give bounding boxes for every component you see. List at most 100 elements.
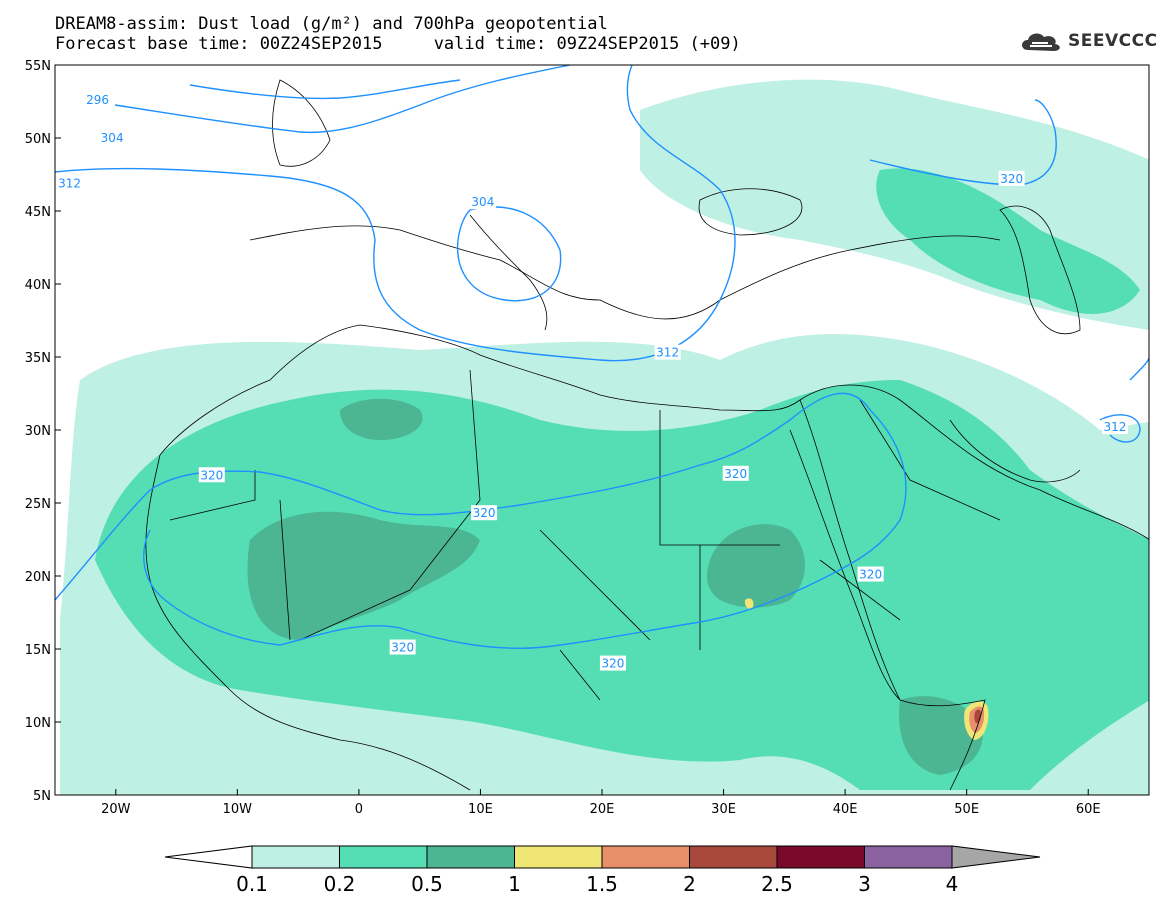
contour-label-text: 320 bbox=[601, 657, 624, 671]
contour-label: 320 bbox=[857, 566, 884, 582]
colorbar-over-arrow bbox=[951, 845, 1041, 869]
lat-tick-label: 20N bbox=[25, 570, 51, 585]
contour-label: 320 bbox=[471, 505, 498, 521]
contour-label-bg bbox=[1101, 419, 1128, 435]
coastline-italy bbox=[469, 214, 548, 331]
contour-label-bg bbox=[998, 170, 1025, 186]
contour-label-text: 296 bbox=[86, 93, 109, 107]
contour-label-bg bbox=[654, 344, 681, 360]
contour-label-bg bbox=[56, 175, 83, 191]
colorbar-label: 0.5 bbox=[411, 872, 443, 896]
colorbar-segment bbox=[514, 845, 603, 869]
colorbar-label: 4 bbox=[946, 872, 959, 896]
coastlines bbox=[145, 79, 1149, 791]
lon-tick-label: 40E bbox=[833, 802, 858, 817]
lon-tick-label: 60E bbox=[1076, 802, 1101, 817]
colorbar-label: 3 bbox=[858, 872, 871, 896]
lat-tick-label: 55N bbox=[25, 59, 51, 74]
contour-label: 320 bbox=[722, 465, 749, 481]
colorbar-label: 1 bbox=[508, 872, 521, 896]
lat-tick-label: 10N bbox=[25, 716, 51, 731]
contour-320-ne bbox=[869, 99, 1057, 186]
lon-tick-label: 20E bbox=[590, 802, 615, 817]
colorbar-segment bbox=[601, 845, 690, 869]
contour-labels: 296 304 312 304 312 320 320 320 320 320 320 320 312 bbox=[56, 92, 1128, 671]
lat-tick-label: 30N bbox=[25, 424, 51, 439]
contour-label: 312 bbox=[56, 175, 83, 191]
contour-label-bg bbox=[857, 566, 884, 582]
contour-label-bg bbox=[84, 92, 111, 108]
colorbar-under-arrow bbox=[164, 845, 253, 869]
contour-label-text: 312 bbox=[656, 346, 679, 360]
contour-label-bg bbox=[471, 505, 498, 521]
contour-label-text: 320 bbox=[1000, 172, 1023, 186]
contour-label-bg bbox=[722, 465, 749, 481]
colorbar-segment bbox=[864, 845, 953, 869]
seevccc-logo: SEEVCCC bbox=[1018, 28, 1158, 54]
coastline-arabia bbox=[799, 384, 1149, 540]
dust-area-very-high bbox=[744, 598, 754, 609]
country-borders bbox=[169, 369, 1001, 701]
colorbar-segment bbox=[251, 845, 340, 869]
map-title: DREAM8-assim: Dust load (g/m²) and 700hP… bbox=[55, 14, 608, 34]
contour-label: 312 bbox=[1101, 419, 1128, 435]
forecast-time-line: Forecast base time: 00Z24SEP2015 valid t… bbox=[55, 34, 741, 54]
colorbar: 0.1 0.2 0.5 1 1.5 2 2.5 3 4 bbox=[164, 845, 1041, 896]
coastline-britain bbox=[272, 79, 331, 167]
cloud-icon bbox=[1022, 33, 1060, 51]
contour-label-text: 320 bbox=[391, 641, 414, 655]
contour-label: 320 bbox=[198, 467, 225, 483]
contour-label-bg bbox=[389, 639, 416, 655]
dust-area-high bbox=[899, 696, 983, 775]
contour-320-main bbox=[55, 392, 907, 649]
colorbar-segment bbox=[776, 845, 865, 869]
colorbar-label: 2 bbox=[683, 872, 696, 896]
dust-area-moderate bbox=[876, 168, 1140, 314]
coastline-red-sea bbox=[789, 429, 901, 701]
contour-label: 320 bbox=[998, 170, 1025, 186]
dust-area-high bbox=[247, 511, 480, 640]
lon-tick-label: 10W bbox=[223, 802, 253, 817]
dust-area-high bbox=[340, 398, 423, 440]
contour-label-bg bbox=[198, 467, 225, 483]
contour-label-text: 304 bbox=[471, 195, 494, 209]
lon-tick-label: 30E bbox=[711, 802, 736, 817]
colorbar-label: 0.2 bbox=[324, 872, 356, 896]
coastline-west-africa bbox=[145, 454, 471, 791]
coastline-north-africa bbox=[159, 324, 801, 456]
colorbar-segment bbox=[426, 845, 515, 869]
lat-tick-label: 5N bbox=[33, 789, 51, 804]
coastline-gulf bbox=[949, 419, 1081, 483]
coastline-east-africa bbox=[799, 399, 986, 791]
contour-label-text: 312 bbox=[58, 176, 81, 190]
geopotential-contours bbox=[55, 65, 1149, 649]
coastline-black-sea bbox=[698, 188, 803, 236]
contour-label-text: 304 bbox=[101, 131, 124, 145]
lon-tick-label: 20W bbox=[101, 802, 131, 817]
colorbar-label: 2.5 bbox=[761, 872, 793, 896]
contour-label: 320 bbox=[389, 639, 416, 655]
contour-312-e bbox=[1099, 414, 1141, 443]
contour-label-bg bbox=[99, 130, 126, 145]
dust-fields bbox=[60, 79, 1149, 795]
contour-label: 320 bbox=[599, 655, 626, 671]
contour-label-text: 320 bbox=[200, 468, 223, 482]
lon-tick-label: 50E bbox=[954, 802, 979, 817]
coastline-europe bbox=[249, 225, 1001, 320]
contour-label: 304 bbox=[99, 130, 126, 145]
lat-tick-label: 50N bbox=[25, 132, 51, 147]
contour-312 bbox=[55, 65, 736, 362]
contour-label-bg bbox=[599, 655, 626, 671]
logo-text: SEEVCCC bbox=[1068, 31, 1158, 51]
contour-304-closed bbox=[456, 206, 562, 302]
contour-label: 312 bbox=[654, 344, 681, 360]
lat-tick-label: 25N bbox=[25, 497, 51, 512]
lat-tick-label: 45N bbox=[25, 205, 51, 220]
contour-label-text: 320 bbox=[859, 568, 882, 582]
lon-tick-label: 10E bbox=[468, 802, 493, 817]
lon-tick-label: 0 bbox=[355, 802, 363, 817]
contour-296 bbox=[189, 79, 461, 100]
colorbar-segment bbox=[339, 845, 428, 869]
coastline-caspian bbox=[999, 205, 1081, 335]
